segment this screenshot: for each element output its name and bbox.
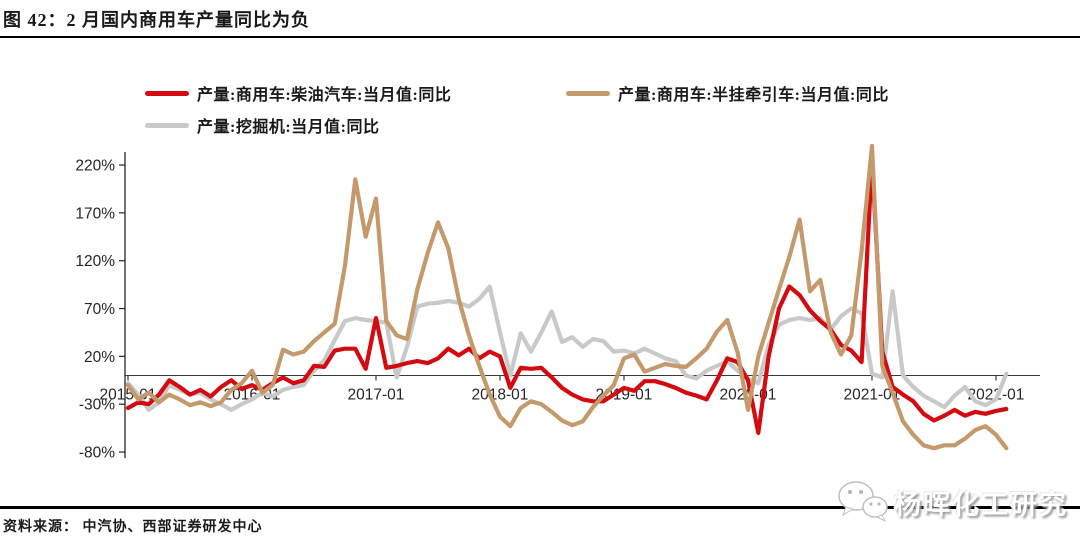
series-line-1 [125,143,1009,451]
x-axis-label: 2017-01 [348,387,405,404]
legend-label-diesel: 产量:商用车:柴油汽车:当月值:同比 [197,87,452,104]
y-axis-label: 220% [75,158,115,175]
y-axis-label: -30% [79,397,115,414]
line-chart: 220%170%120%70%20%-30%-80%2015-01 2016-01… [75,143,1040,462]
legend-swatch-gray [145,122,189,128]
title-divider [0,36,1080,38]
footer-divider [0,506,1080,509]
y-axis-label: 120% [75,253,115,270]
figure-title: 图 42：2 月国内商用车产量同比为负 [3,10,310,30]
legend-label-tractor: 产量:商用车:半挂牵引车:当月值:同比 [618,87,889,104]
legend-item-diesel: 产量:商用车:柴油汽车:当月值:同比 [145,81,451,105]
series-line-2 [125,284,1009,412]
legend-label-excavator: 产量:挖掘机:当月值:同比 [197,119,380,136]
y-axis-label: -80% [79,445,115,462]
legend-item-excavator: 产量:挖掘机:当月值:同比 [145,113,380,137]
legend-swatch-red [145,90,189,96]
y-axis-label: 170% [75,205,115,222]
y-axis-label: 70% [84,301,115,318]
x-axis-label: 2018-01 [472,387,529,404]
wechat-icon [838,481,888,523]
watermark-text: 杨晖化工研究 [894,489,1068,520]
y-axis-label: 20% [84,349,115,366]
legend-item-tractor: 产量:商用车:半挂牵引车:当月值:同比 [566,81,889,105]
legend-swatch-tan [566,90,610,96]
x-axis-label: 2021-01 [844,387,901,404]
watermark: 杨晖化工研究 [832,474,1080,530]
data-source: 资料来源： 中汽协、西部证券研发中心 [3,520,263,535]
